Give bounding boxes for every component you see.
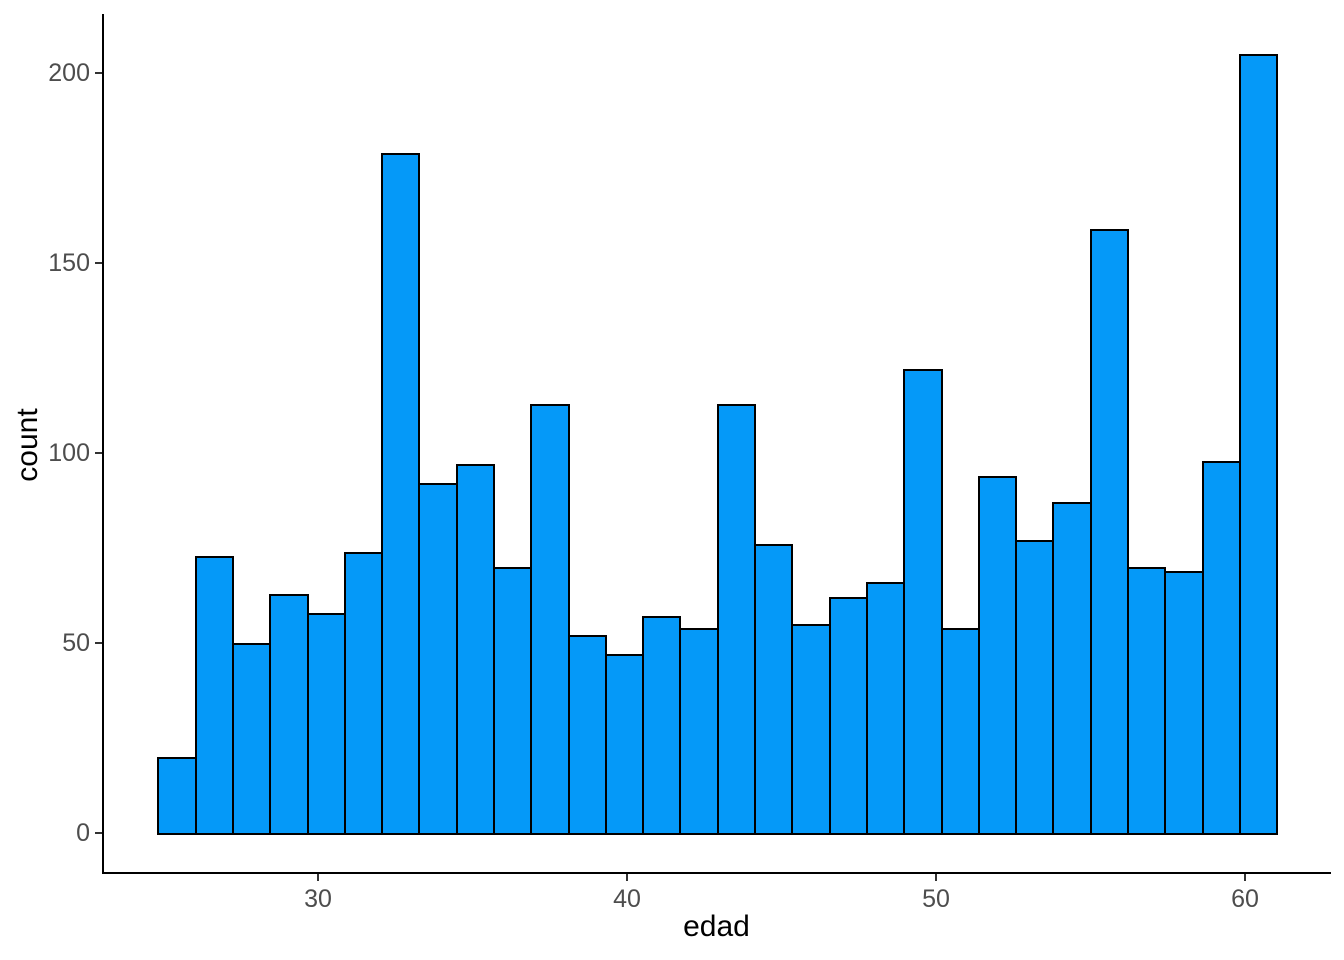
histogram-bar (1127, 567, 1166, 835)
x-tick-mark (626, 874, 628, 881)
y-axis-line (102, 14, 104, 874)
y-tick-mark (95, 72, 102, 74)
histogram-bar (344, 552, 383, 835)
x-tick-mark (935, 874, 937, 881)
x-tick-label: 50 (922, 885, 950, 913)
x-tick-label: 40 (613, 885, 641, 913)
y-tick-label: 100 (48, 439, 90, 467)
x-axis-line (102, 872, 1331, 874)
x-tick-label: 30 (304, 885, 332, 913)
x-tick-mark (317, 874, 319, 881)
histogram-bar (866, 582, 905, 835)
histogram-bar (269, 594, 309, 835)
histogram-bar (1090, 229, 1129, 835)
histogram-bar (642, 616, 681, 835)
y-tick-label: 0 (76, 819, 90, 847)
y-tick-mark (95, 262, 102, 264)
histogram-bar (978, 476, 1017, 835)
x-tick-mark (1244, 874, 1246, 881)
y-tick-label: 50 (62, 629, 90, 657)
histogram-bar (1202, 461, 1241, 835)
histogram-bar (1239, 54, 1278, 835)
histogram-bar (903, 369, 943, 835)
y-tick-label: 200 (48, 59, 90, 87)
histogram-bar (195, 556, 234, 835)
y-tick-mark (95, 452, 102, 454)
histogram-bar (381, 153, 420, 835)
histogram-bar (418, 483, 458, 835)
histogram-bar (1164, 571, 1204, 835)
histogram-bar (754, 544, 793, 835)
histogram-bar (791, 624, 831, 835)
histogram-bar (157, 757, 197, 835)
histogram-bar (941, 628, 980, 835)
histogram-bar (605, 654, 644, 835)
y-tick-mark (95, 832, 102, 834)
y-tick-mark (95, 642, 102, 644)
histogram-bar (568, 635, 607, 835)
histogram-bar (530, 404, 570, 835)
x-axis-title: edad (683, 910, 750, 943)
histogram-bar (1015, 540, 1054, 835)
x-tick-label: 60 (1231, 885, 1259, 913)
histogram-bar (493, 567, 532, 835)
histogram-bar (829, 597, 868, 835)
y-axis-title: count (11, 408, 44, 482)
histogram-bar (717, 404, 756, 835)
y-tick-label: 150 (48, 249, 90, 277)
histogram-bar (232, 643, 271, 835)
histogram-bar (456, 464, 495, 835)
histogram-bar (679, 628, 719, 835)
histogram-bar (307, 613, 346, 835)
histogram-bar (1052, 502, 1092, 835)
